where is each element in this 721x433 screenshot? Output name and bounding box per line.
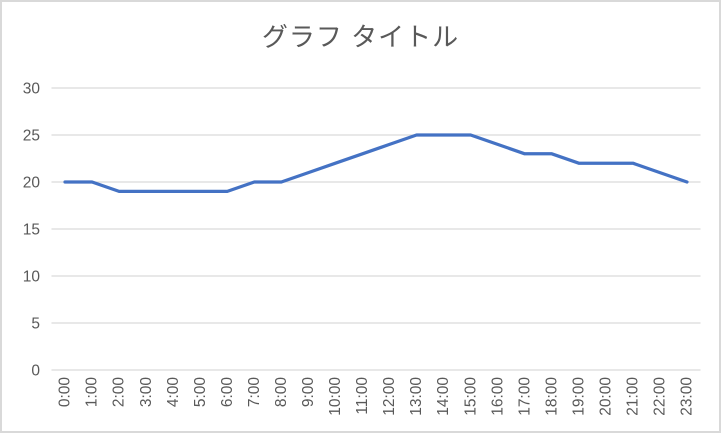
y-axis-tick-label: 15	[23, 221, 40, 238]
x-axis-tick-label: 20:00	[598, 377, 615, 416]
chart-title: グラフ タイトル	[261, 22, 460, 52]
x-axis-tick-label: 13:00	[408, 377, 425, 416]
x-axis-tick-label: 9:00	[300, 377, 317, 408]
y-axis-tick-label: 20	[23, 174, 41, 191]
x-axis-tick-label: 6:00	[219, 377, 236, 408]
x-axis-tick-label: 3:00	[138, 377, 155, 408]
x-axis-tick-label: 2:00	[111, 377, 128, 408]
y-axis-tick-label: 0	[31, 362, 40, 379]
x-axis-tick-label: 12:00	[381, 377, 398, 416]
x-axis-tick-label: 7:00	[246, 377, 263, 408]
x-axis-tick-label: 10:00	[327, 377, 344, 416]
x-axis-tick-label: 22:00	[652, 377, 669, 416]
x-axis-tick-label: 14:00	[435, 377, 452, 416]
y-axis-tick-label: 30	[23, 80, 41, 97]
x-axis-tick-label: 0:00	[57, 377, 74, 408]
y-axis-tick-label: 25	[23, 127, 40, 144]
x-axis-tick-label: 16:00	[489, 377, 506, 416]
y-axis-tick-label: 5	[31, 315, 40, 332]
x-axis-tick-label: 19:00	[570, 377, 587, 416]
x-axis-tick-label: 11:00	[354, 377, 371, 415]
x-axis-tick-label: 18:00	[543, 377, 560, 416]
x-axis-tick-label: 8:00	[273, 377, 290, 408]
x-axis-tick-label: 23:00	[679, 377, 696, 416]
x-axis-tick-label: 15:00	[462, 377, 479, 416]
x-axis-tick-label: 21:00	[625, 377, 642, 416]
x-axis-tick-label: 1:00	[84, 377, 101, 408]
data-series-line	[63, 133, 689, 194]
x-axis-tick-label: 4:00	[165, 377, 182, 408]
y-axis-tick-label: 10	[23, 268, 41, 285]
x-axis-tick-label: 17:00	[516, 377, 533, 416]
x-axis-tick-label: 5:00	[192, 377, 209, 408]
